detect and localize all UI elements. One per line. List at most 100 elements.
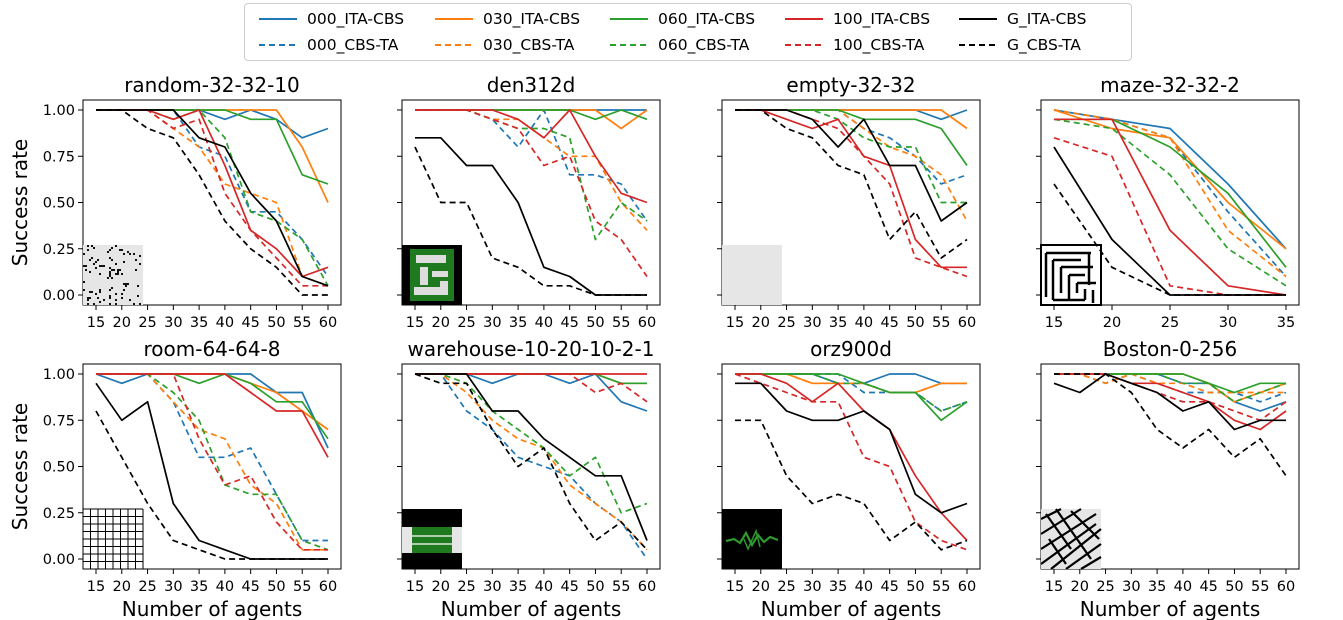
y-tick-label: 1.00: [43, 367, 75, 383]
legend-item-030-cbs-ta: 030_CBS-TA: [433, 35, 574, 55]
series-line-060-cbs-ta: [1053, 118, 1287, 287]
x-tick-label: 15: [1045, 315, 1063, 331]
legend-label: G_CBS-TA: [1007, 36, 1081, 54]
x-tick-label: 35: [829, 315, 847, 331]
x-tick-label: 20: [752, 315, 770, 331]
legend-item-000-ita-cbs: 000_ITA-CBS: [257, 9, 404, 29]
x-tick-label: 30: [483, 315, 501, 331]
series-line-g-cbs-ta: [95, 410, 328, 560]
panel-warehouse-10-20-10-2-1: warehouse-10-20-10-2-1 15 20 25 30 35 40 45 50 55…: [397, 337, 661, 620]
legend-swatch: [959, 44, 997, 46]
series-line-060-cbs-ta: [1054, 373, 1287, 403]
series-line-030-cbs-ta: [1053, 109, 1287, 278]
x-tick-label: 15: [87, 315, 105, 331]
panel-boston-0-256: Boston-0-256 15 20 25 30 35 40 45 50 55 60 Number o…: [1036, 337, 1300, 620]
x-tick-label: 40: [216, 579, 234, 595]
panel-title: random-32-32-10: [124, 73, 300, 97]
x-tick-label: 55: [612, 315, 630, 331]
series-line-000-cbs-ta: [735, 373, 968, 412]
x-tick-label: 50: [586, 315, 604, 331]
series-line-g-ita-cbs: [96, 109, 329, 287]
series-line-100-cbs-ta: [96, 109, 328, 287]
y-axis-label: Success rate: [8, 403, 32, 531]
map-thumbnail-empty: [722, 245, 782, 305]
map-thumbnail-warehouse: [402, 509, 462, 569]
panel-den312d: den312d 15 20 25 30 35 40 45 50 55 60: [397, 73, 661, 331]
panel-room-64-64-8: room-64-64-8 0.00 0.25 0.50 0.75 1.00 15 20 25 30…: [8, 337, 342, 620]
x-tick-label: 40: [1174, 579, 1192, 595]
x-tick-label: 35: [1277, 315, 1295, 331]
series-line-100-ita-cbs: [96, 373, 329, 458]
x-tick-label: 55: [612, 579, 630, 595]
x-tick-label: 15: [726, 579, 744, 595]
legend-item-g-cbs-ta: G_CBS-TA: [957, 35, 1081, 55]
series-line-030-cbs-ta: [96, 109, 329, 287]
x-tick-label: 25: [138, 315, 156, 331]
x-tick-label: 20: [1071, 579, 1089, 595]
y-tick-label: 0.00: [43, 288, 75, 304]
series-line-100-ita-cbs: [1054, 118, 1287, 296]
series-line-g-cbs-ta: [414, 373, 648, 551]
x-axis-label: Number of agents: [441, 597, 622, 620]
x-tick-label: 45: [241, 315, 259, 331]
x-tick-label: 35: [190, 579, 208, 595]
legend-label: G_ITA-CBS: [1007, 10, 1087, 28]
x-tick-label: 30: [803, 579, 821, 595]
x-axis-label: Number of agents: [122, 597, 303, 620]
series-line-100-cbs-ta: [96, 373, 328, 551]
x-tick-label: 50: [1225, 579, 1243, 595]
series-line-100-ita-cbs: [415, 109, 648, 204]
series-line-000-cbs-ta: [735, 109, 968, 185]
x-tick-label: 15: [406, 315, 424, 331]
x-tick-label: 45: [241, 579, 259, 595]
x-tick-label: 25: [777, 315, 795, 331]
x-tick-label: 20: [1103, 315, 1121, 331]
x-tick-label: 30: [483, 579, 501, 595]
legend-item-100-ita-cbs: 100_ITA-CBS: [783, 9, 930, 29]
series-line-g-ita-cbs: [415, 373, 648, 541]
x-tick-label: 60: [958, 579, 976, 595]
legend-label: 100_ITA-CBS: [833, 10, 931, 28]
series-line-g-cbs-ta: [414, 146, 647, 296]
series-line-100-cbs-ta: [734, 373, 968, 551]
series-line-100-cbs-ta: [735, 109, 968, 278]
x-tick-label: 60: [638, 315, 656, 331]
legend-label: 060_ITA-CBS: [658, 10, 756, 28]
x-tick-label: 20: [113, 315, 131, 331]
legend-item-060-cbs-ta: 060_CBS-TA: [608, 35, 749, 55]
map-thumbnail-boston: [1040, 508, 1102, 570]
x-tick-label: 15: [1045, 579, 1063, 595]
chart-legend: 000_ITA-CBS 000_CBS-TA 030_ITA-CBS 030_CBS-…: [244, 3, 1132, 61]
x-tick-label: 25: [1096, 579, 1114, 595]
x-tick-label: 40: [855, 315, 873, 331]
series-line-000-ita-cbs: [1053, 109, 1287, 250]
x-tick-label: 15: [726, 315, 744, 331]
x-tick-label: 40: [216, 315, 234, 331]
y-tick-label: 0.00: [43, 552, 75, 568]
x-tick-label: 60: [319, 579, 337, 595]
series-line-100-cbs-ta: [415, 109, 648, 277]
panel-title: Boston-0-256: [1103, 337, 1237, 361]
series-line-g-cbs-ta: [96, 109, 328, 296]
panel-title: orz900d: [810, 337, 892, 361]
series-line-g-cbs-ta: [735, 419, 968, 551]
legend-swatch: [435, 44, 473, 46]
series-line-g-cbs-ta: [735, 109, 968, 259]
x-tick-label: 40: [855, 579, 873, 595]
y-tick-label: 0.75: [43, 149, 75, 165]
x-tick-label: 25: [777, 579, 795, 595]
legend-swatch: [259, 18, 297, 20]
x-tick-label: 40: [535, 315, 553, 331]
x-tick-label: 45: [880, 579, 898, 595]
x-tick-label: 50: [267, 315, 285, 331]
panel-empty-32-32: empty-32-32 15 20 25 30 35 40 45 50 55 60: [717, 73, 981, 331]
x-tick-label: 55: [293, 315, 311, 331]
x-tick-label: 60: [319, 315, 337, 331]
x-tick-label: 30: [1122, 579, 1140, 595]
x-tick-label: 45: [560, 315, 578, 331]
x-tick-label: 30: [164, 315, 182, 331]
x-tick-label: 55: [293, 579, 311, 595]
x-tick-label: 20: [752, 579, 770, 595]
map-thumbnail-random: [83, 245, 143, 305]
